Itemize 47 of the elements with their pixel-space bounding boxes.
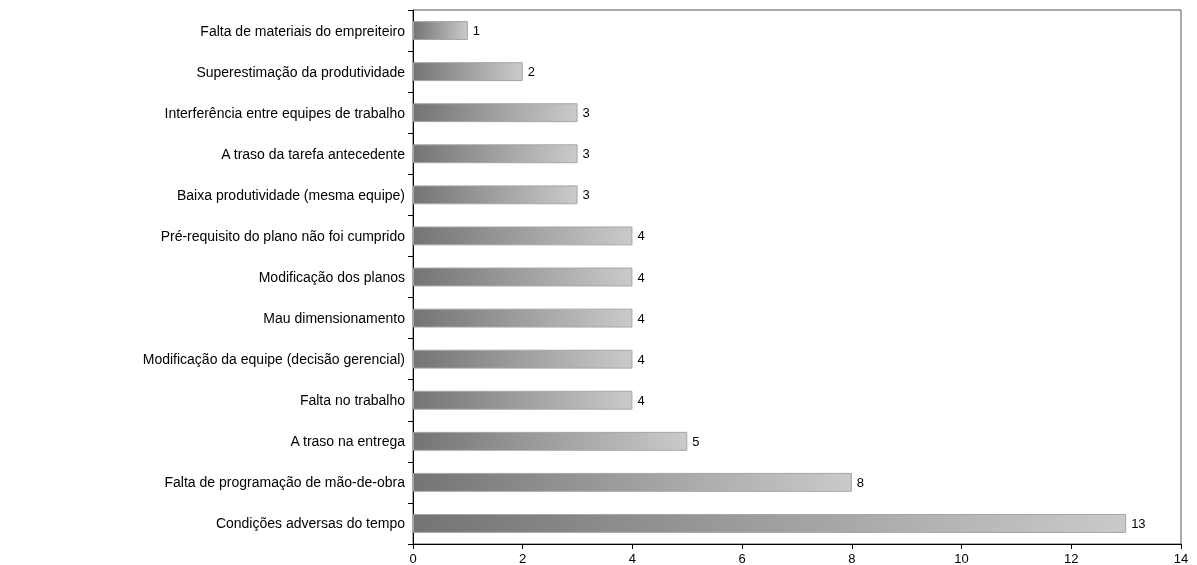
data-label: 2 [527,64,535,80]
data-label: 4 [637,269,645,285]
bar [413,308,633,328]
data-label: 4 [637,351,645,367]
bar [413,62,523,82]
bar [413,144,578,164]
data-label: 1 [472,23,481,39]
bar [413,185,578,205]
bar [413,349,633,369]
x-tick-label: 10 [954,551,969,565]
data-label: 5 [692,433,700,449]
y-tick-label: Baixa produtividade (mesma equipe) [176,186,405,203]
x-tick-label: 2 [519,551,527,565]
x-tick-label: 0 [409,551,417,565]
x-tick-label: 12 [1064,551,1079,565]
y-tick-label: Modificação da equipe (decisão gerencial) [142,351,405,368]
data-label: 8 [856,474,865,490]
bar [413,514,1127,533]
x-tick-label: 6 [738,551,746,565]
bar [413,472,852,492]
y-tick-label: A traso da tarefa antecedente [221,145,406,162]
bar [413,431,688,451]
y-tick-label: Falta no trabalho [299,392,406,409]
y-tick-label: Falta de materiais do empreiteiro [200,22,406,39]
data-label: 3 [582,105,590,121]
bar [413,21,468,40]
data-label: 13 [1131,515,1146,531]
data-label: 3 [582,146,590,162]
x-tick-label: 14 [1173,551,1189,565]
bar [413,103,578,123]
y-tick-label: Interferência entre equipes de trabalho [164,104,406,121]
y-tick-label: Mau dimensionamento [263,310,406,327]
y-tick-label: Condições adversas do tempo [215,515,406,532]
data-label: 4 [637,228,645,244]
bar [413,226,633,246]
y-tick-label: A traso na entrega [290,433,406,450]
x-tick-label: 4 [628,551,637,565]
data-label: 3 [582,187,590,203]
y-tick-label: Superestimação da produtividade [196,63,406,80]
data-label: 4 [637,392,645,408]
bar [413,390,633,410]
x-tick-label: 8 [848,551,856,565]
y-tick-label: Modificação dos planos [258,269,405,285]
y-tick-label: Falta de programação de mão-de-obra [164,474,406,491]
bar [413,267,633,287]
data-label: 4 [637,310,645,326]
y-tick-label: Pré-requisito do plano não foi cumprido [160,227,406,244]
